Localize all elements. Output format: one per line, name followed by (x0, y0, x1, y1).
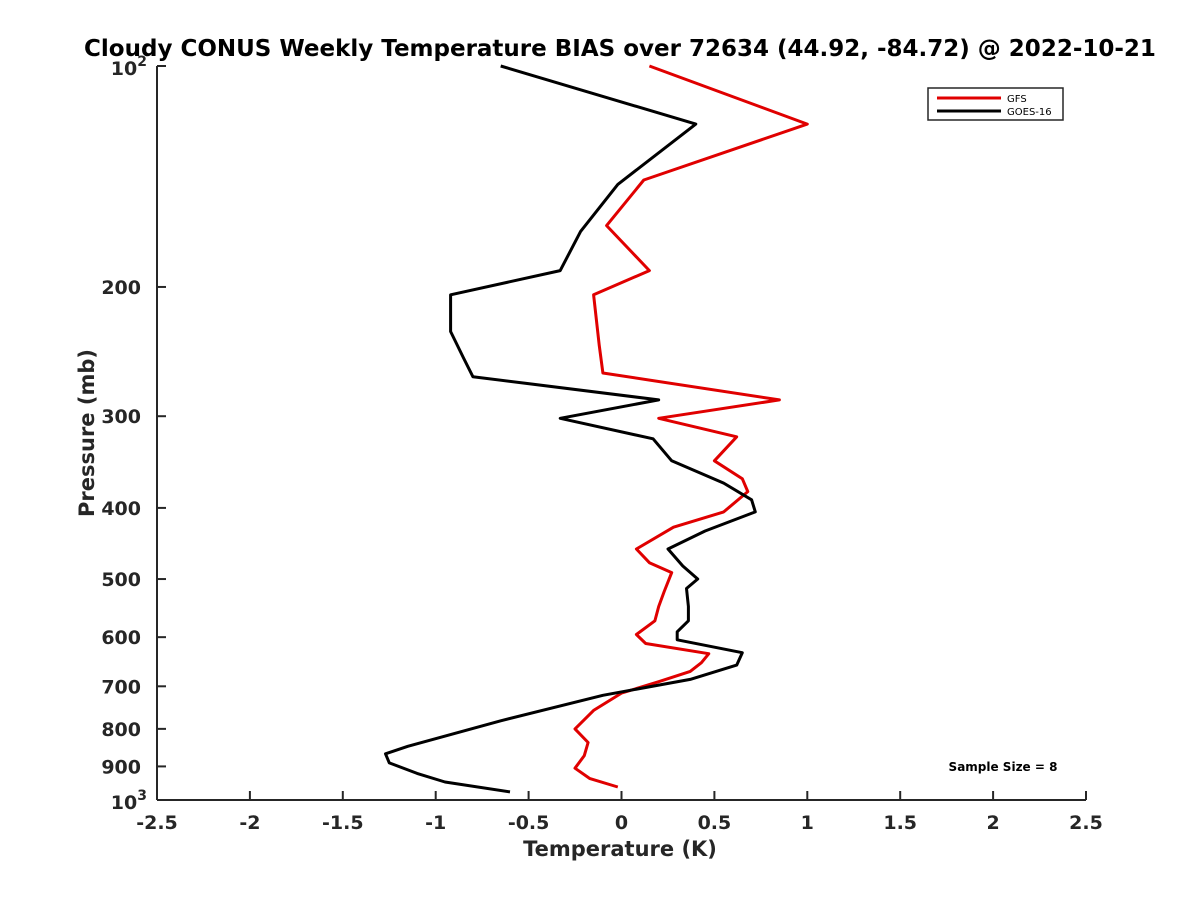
y-tick-label-top: 102 (111, 54, 147, 80)
y-tick-label: 800 (101, 719, 141, 741)
x-tick-label: 0.5 (698, 812, 732, 834)
y-tick-label: 600 (101, 627, 141, 649)
y-tick-label: 300 (101, 406, 141, 428)
y-tick-label: 700 (101, 676, 141, 698)
y-tick-label: 400 (101, 498, 141, 520)
y-tick-label: 900 (101, 756, 141, 778)
legend-label: GFS (1007, 94, 1027, 105)
sample-size-annotation: Sample Size = 8 (949, 760, 1058, 774)
x-tick-label: -2 (239, 812, 260, 834)
y-tick-label: 500 (101, 569, 141, 591)
x-tick-label: 1.5 (883, 812, 917, 834)
x-tick-label: 2.5 (1069, 812, 1103, 834)
x-axis-title: Temperature (K) (523, 837, 717, 861)
chart-title: Cloudy CONUS Weekly Temperature BIAS ove… (84, 36, 1156, 62)
y-axis-title: Pressure (mb) (75, 349, 99, 517)
x-tick-label: 1 (801, 812, 814, 834)
x-tick-label: -2.5 (136, 812, 178, 834)
x-tick-label: -1 (425, 812, 446, 834)
x-tick-label: 2 (986, 812, 999, 834)
plot-axes: -2.5 -2 -1.5 -1 -0.5 0 0.5 1 1.5 2 2.5 200 300 400 500… (101, 54, 1103, 834)
x-tick-label: -1.5 (322, 812, 364, 834)
series-line-gfs (573, 64, 809, 789)
legend-box (927, 87, 1064, 121)
x-tick-label: 0 (615, 812, 628, 834)
x-tick-label: -0.5 (508, 812, 550, 834)
series-line-goes-16 (384, 64, 757, 794)
y-tick-label: 200 (101, 277, 141, 299)
plot-lines (384, 64, 809, 794)
legend-label: GOES-16 (1007, 107, 1052, 118)
y-tick-label-bottom: 103 (111, 788, 147, 814)
legend: GFS GOES-16 (927, 87, 1064, 121)
